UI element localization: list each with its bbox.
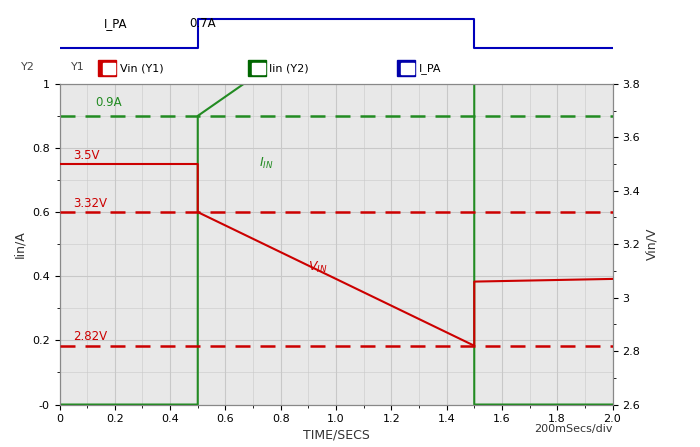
Text: 0.7A: 0.7A — [190, 17, 216, 30]
X-axis label: TIME/SECS: TIME/SECS — [302, 428, 370, 442]
Y-axis label: Vin/V: Vin/V — [645, 228, 659, 260]
Text: I_PA: I_PA — [419, 63, 441, 74]
Text: $I_{IN}$: $I_{IN}$ — [258, 156, 273, 171]
FancyBboxPatch shape — [401, 63, 414, 74]
Text: 2.82V: 2.82V — [74, 330, 108, 343]
Text: 3.5V: 3.5V — [74, 149, 100, 162]
Text: Iin (Y2): Iin (Y2) — [269, 63, 309, 73]
Text: Y2: Y2 — [21, 62, 35, 72]
Text: 3.32V: 3.32V — [74, 197, 107, 210]
Text: Y1: Y1 — [71, 62, 84, 72]
FancyBboxPatch shape — [98, 60, 116, 76]
FancyBboxPatch shape — [103, 63, 116, 74]
FancyBboxPatch shape — [252, 63, 265, 74]
Text: 200mSecs/div: 200mSecs/div — [534, 424, 612, 434]
FancyBboxPatch shape — [397, 60, 415, 76]
Text: I_PA: I_PA — [104, 17, 127, 30]
FancyBboxPatch shape — [248, 60, 266, 76]
Y-axis label: Iin/A: Iin/A — [13, 230, 27, 258]
Text: Vin (Y1): Vin (Y1) — [120, 63, 163, 73]
Text: $V_{IN}$: $V_{IN}$ — [309, 260, 328, 275]
Text: 0.9A: 0.9A — [95, 96, 122, 109]
